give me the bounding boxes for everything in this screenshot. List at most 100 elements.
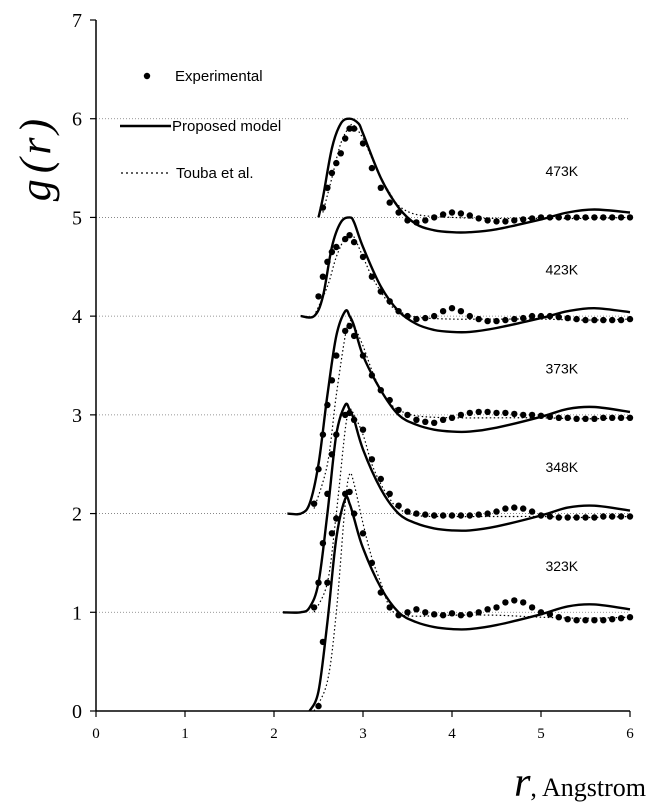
experimental-point <box>346 409 353 417</box>
experimental-point <box>413 219 420 226</box>
experimental-point <box>600 617 607 624</box>
experimental-point <box>617 414 625 421</box>
experimental-point <box>591 214 598 221</box>
experimental-point <box>617 214 625 221</box>
experimental-point <box>457 512 465 519</box>
experimental-point <box>528 508 536 515</box>
experimental-point <box>395 502 402 509</box>
experimental-point <box>520 505 527 512</box>
experimental-point <box>457 308 465 315</box>
experimental-point <box>626 414 634 421</box>
experimental-point <box>582 617 589 624</box>
experimental-point <box>342 135 349 142</box>
experimental-point <box>395 406 402 414</box>
experimental-point <box>350 416 358 423</box>
experimental-point <box>493 604 500 611</box>
experimental-point <box>511 597 518 604</box>
experimental-point <box>404 217 411 224</box>
y-tick-label: 2 <box>72 504 82 526</box>
experimental-point <box>439 308 447 315</box>
experimental-point <box>475 511 482 518</box>
experimental-point <box>431 611 438 618</box>
experimental-point <box>350 332 358 340</box>
experimental-point <box>346 322 353 330</box>
experimental-point <box>328 169 336 177</box>
experimental-point <box>319 540 327 547</box>
experimental-point <box>564 214 571 221</box>
experimental-point <box>386 396 393 404</box>
experimental-point <box>359 352 367 359</box>
experimental-point <box>564 314 571 322</box>
experimental-point <box>310 500 318 507</box>
experimental-point <box>475 609 482 616</box>
y-ticks: 0 1 2 3 4 5 6 7 <box>72 10 96 723</box>
temperature-label-323K: 323K <box>545 558 578 574</box>
experimental-point <box>431 214 438 221</box>
touba-line-473K <box>322 123 631 220</box>
y-axis-label: g (r) <box>11 119 60 201</box>
experimental-point <box>546 214 554 221</box>
experimental-point <box>573 315 580 323</box>
experimental-point <box>368 456 376 463</box>
x-ticks: 0 1 2 3 4 5 6 <box>92 711 634 742</box>
experimental-point <box>555 214 562 221</box>
experimental-point <box>537 312 545 320</box>
experimental-point <box>333 243 340 251</box>
experimental-point <box>346 125 353 132</box>
svg-text:g(r): g (r) <box>11 119 60 201</box>
experimental-point <box>528 604 536 611</box>
temperature-label-423K: 423K <box>545 262 578 278</box>
experimental-point <box>591 415 598 422</box>
experimental-point <box>600 513 607 520</box>
experimental-point <box>319 204 327 211</box>
experimental-point <box>582 316 589 324</box>
experimental-point <box>457 411 465 419</box>
experimental-point <box>422 511 429 518</box>
experimental-point <box>448 610 456 617</box>
experimental-point <box>591 316 598 324</box>
temperature-label-348K: 348K <box>545 459 578 475</box>
experimental-point <box>528 411 536 419</box>
experimental-point <box>484 510 491 517</box>
experimental-point <box>337 150 344 157</box>
x-tick-label: 1 <box>181 726 189 742</box>
experimental-point <box>448 305 456 312</box>
experimental-point <box>377 288 384 295</box>
x-tick-label: 0 <box>92 726 100 742</box>
experimental-point <box>582 415 589 422</box>
curve-group-348K <box>282 402 634 614</box>
experimental-point <box>520 411 527 419</box>
x-axis-label: r, Angstrom <box>514 760 646 806</box>
experimental-point <box>404 609 411 616</box>
experimental-point <box>528 312 536 320</box>
experimental-point <box>555 313 562 321</box>
experimental-point <box>457 612 465 619</box>
experimental-point <box>324 258 331 265</box>
experimental-point <box>555 614 562 621</box>
experimental-point <box>546 611 554 618</box>
experimental-point <box>520 216 527 223</box>
experimental-point <box>315 702 322 710</box>
legend-label-touba: Touba et al. <box>176 165 254 182</box>
experimental-point <box>439 612 447 619</box>
experimental-point <box>315 579 322 586</box>
x-tick-label: 2 <box>270 726 278 742</box>
y-tick-label: 3 <box>72 405 82 427</box>
y-tick-label: 1 <box>72 602 82 624</box>
experimental-point <box>502 599 509 606</box>
experimental-point <box>511 315 518 323</box>
experimental-point <box>626 315 634 323</box>
y-tick-label: 5 <box>72 207 82 229</box>
experimental-point <box>546 413 554 420</box>
experimental-point <box>546 513 554 520</box>
experimental-point <box>386 199 393 206</box>
experimental-point <box>511 217 518 224</box>
experimental-point <box>609 316 616 324</box>
experimental-point <box>528 215 536 222</box>
curve-group-423K <box>300 216 634 334</box>
x-tick-label: 4 <box>448 726 456 742</box>
experimental-point <box>502 218 509 225</box>
legend-marker-experimental <box>143 72 151 80</box>
experimental-point <box>324 184 331 191</box>
x-tick-label: 6 <box>626 726 634 742</box>
